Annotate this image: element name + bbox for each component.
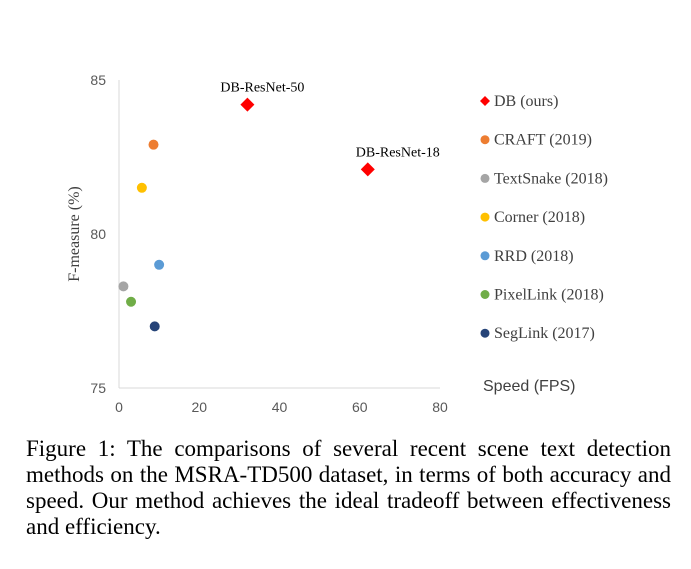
x-tick-label: 60 [352,399,368,415]
x-tick-labels: 0 20 40 60 80 [115,399,448,415]
legend-marker [480,135,490,145]
legend-label: CRAFT (2019) [494,132,592,149]
legend-marker [480,290,490,299]
data-point [154,259,165,270]
y-axis-title: F-measure (%) [66,186,83,282]
legend-marker [480,212,490,222]
y-tick-label: 75 [90,380,106,396]
legend-marker [480,251,490,261]
point-annotation: DB-ResNet-18 [356,145,440,160]
legend-label: RRD (2018) [494,248,574,265]
x-tick-label: 0 [115,399,123,415]
legend-label: Corner (2018) [494,209,585,226]
point-annotation: DB-ResNet-50 [220,81,304,96]
legend-label: TextSnake (2018) [494,170,608,187]
legend-label: SegLink (2017) [494,325,595,342]
annotations: DB-ResNet-50 DB-ResNet-18 [220,81,439,161]
data-points [118,97,375,332]
legend-marker [480,328,490,338]
figure-caption: Figure 1: The comparisons of several rec… [26,436,671,539]
data-point [136,182,147,193]
x-axis-title: Speed (FPS) [483,378,575,395]
axes [118,80,440,389]
data-point [126,296,137,307]
x-tick-label: 20 [191,399,207,415]
legend-label: DB (ours) [494,93,558,110]
scatter-chart: 75 80 85 0 20 40 60 80 F-measure (%) Speed (FP… [66,72,608,415]
x-tick-label: 80 [432,399,448,415]
data-point-diamond [240,97,255,112]
legend-marker [480,173,490,183]
legend-marker [480,96,490,106]
data-point [149,321,160,332]
data-point-diamond [360,162,375,177]
y-tick-label: 85 [90,72,106,88]
legend-label: PixelLink (2018) [494,287,604,304]
x-tick-label: 40 [272,399,288,415]
data-point [148,139,159,150]
legend: DB (ours) CRAFT (2019) TextSnake (2018) Cor… [480,93,608,342]
y-tick-label: 80 [90,226,106,242]
data-point [118,281,129,292]
y-tick-labels: 75 80 85 [90,72,106,396]
